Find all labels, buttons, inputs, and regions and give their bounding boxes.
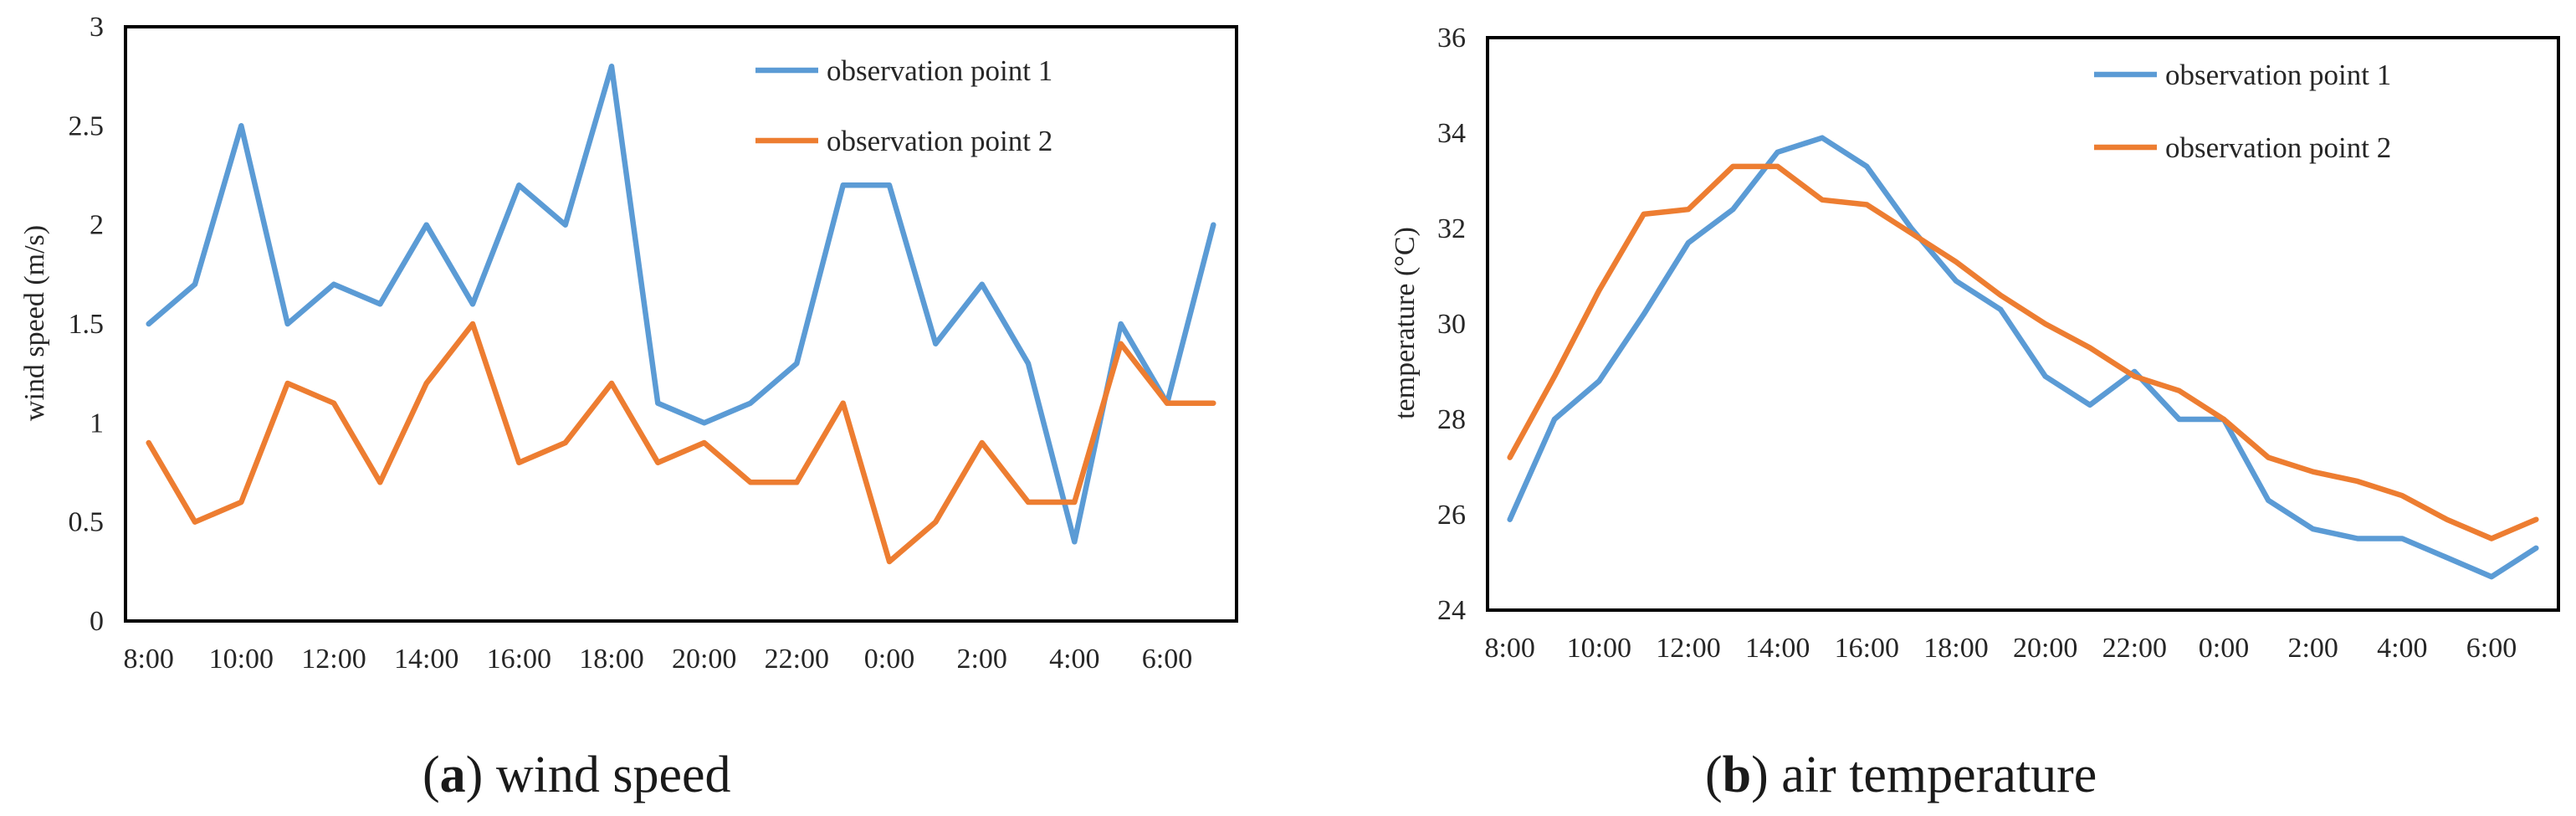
y-tick-label: 0.5 — [69, 507, 105, 538]
y-tick-label: 2.5 — [69, 110, 105, 141]
y-tick-label: 2 — [90, 210, 104, 241]
y-tick-label: 26 — [1437, 500, 1466, 531]
y-tick-label: 24 — [1437, 595, 1466, 626]
y-tick-label: 32 — [1437, 213, 1466, 244]
x-tick-label: 20:00 — [672, 644, 736, 675]
legend-label-point-1: observation point 1 — [2165, 59, 2391, 91]
y-axis-title: temperature (°C) — [1390, 227, 1421, 419]
legend-label-point-1: observation point 1 — [827, 54, 1052, 87]
caption-b-text: air temperature — [1781, 747, 2097, 803]
x-tick-label: 6:00 — [2466, 633, 2517, 664]
y-tick-label: 36 — [1437, 23, 1466, 54]
plot-frame — [124, 25, 1238, 623]
y-tick-label: 1.5 — [69, 309, 105, 340]
x-tick-label: 18:00 — [579, 644, 643, 675]
series-line-point-2 — [146, 321, 1216, 565]
y-tick-label: 28 — [1437, 404, 1466, 435]
x-tick-label: 10:00 — [209, 644, 274, 675]
x-tick-label: 14:00 — [394, 644, 458, 675]
caption-b-letter: b — [1723, 747, 1751, 803]
caption-a-text: wind speed — [496, 747, 731, 803]
x-tick-label: 0:00 — [2199, 633, 2249, 664]
x-tick-label: 22:00 — [765, 644, 829, 675]
x-tick-label: 2:00 — [956, 644, 1006, 675]
x-tick-label: 10:00 — [1567, 633, 1631, 664]
y-axis-title: wind speed (m/s) — [19, 225, 50, 421]
x-tick-label: 4:00 — [2377, 633, 2427, 664]
series-line-point-2 — [1507, 163, 2539, 541]
x-tick-label: 12:00 — [1656, 633, 1720, 664]
legend-label-point-2: observation point 2 — [2165, 131, 2391, 164]
y-tick-label: 0 — [90, 606, 104, 637]
caption-b: (b) air temperature — [1705, 747, 2097, 803]
x-tick-label: 20:00 — [2013, 633, 2077, 664]
x-tick-label: 6:00 — [1142, 644, 1192, 675]
x-tick-label: 2:00 — [2287, 633, 2338, 664]
y-tick-label: 30 — [1437, 309, 1466, 340]
x-tick-label: 18:00 — [1923, 633, 1988, 664]
x-tick-label: 4:00 — [1049, 644, 1099, 675]
x-tick-label: 8:00 — [1484, 633, 1534, 664]
series-line-point-1 — [1507, 135, 2539, 580]
y-tick-label: 1 — [90, 408, 104, 439]
caption-a: (a) wind speed — [423, 747, 730, 803]
x-tick-label: 14:00 — [1745, 633, 1810, 664]
wind-speed-chart: 0 0.5 1 1.5 2 2.5 3 8:00 10:00 12:00 14:00 16:00 18:… — [19, 12, 1238, 675]
x-tick-label: 16:00 — [487, 644, 551, 675]
caption-a-letter: a — [440, 747, 466, 803]
series-line-point-1 — [146, 64, 1216, 545]
air-temperature-chart: 24 26 28 30 32 34 36 8:00 10:00 12:00 14:00 16:00 18… — [1390, 23, 2560, 664]
x-tick-label: 12:00 — [301, 644, 366, 675]
x-tick-label: 0:00 — [864, 644, 914, 675]
y-tick-label: 34 — [1437, 118, 1466, 149]
legend-label-point-2: observation point 2 — [827, 125, 1052, 157]
y-tick-label: 3 — [90, 12, 104, 43]
plot-frame — [1486, 36, 2560, 612]
x-tick-label: 16:00 — [1835, 633, 1899, 664]
x-tick-label: 22:00 — [2102, 633, 2167, 664]
x-tick-label: 8:00 — [123, 644, 173, 675]
